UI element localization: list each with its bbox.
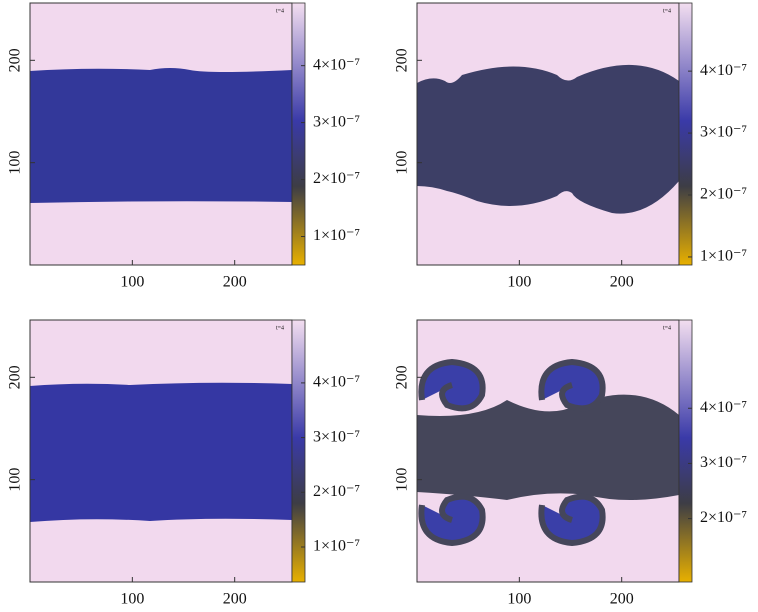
annotation: t=4 [663, 325, 671, 331]
colorbar-tick-label: 4×10⁻⁷ [700, 62, 747, 79]
panel: t=4 100 200 100 200 1×10⁻⁷ 2×10⁻⁷ 3×10⁻⁷ 4×10⁻⁷ [394, 2, 747, 291]
y-tick-label: 100 [394, 468, 411, 492]
dense-region [30, 382, 292, 522]
x-tick-label: 200 [610, 591, 634, 608]
colorbar [678, 2, 693, 266]
colorbar [291, 319, 306, 583]
colorbar-tick-label: 1×10⁻⁷ [313, 227, 360, 244]
dense-region [417, 64, 679, 214]
panel: t=4 100 200 100 200 2×10⁻⁷ 3×10⁻⁷ 4×10⁻⁷ [394, 319, 747, 608]
x-tick-label: 100 [120, 274, 144, 291]
colorbar-tick-label: 2×10⁻⁷ [700, 509, 747, 526]
y-tick-label: 100 [394, 151, 411, 175]
x-tick-label: 200 [223, 591, 247, 608]
colorbar-tick-label: 2×10⁻⁷ [313, 170, 360, 187]
y-tick-label: 100 [7, 468, 24, 492]
panel: t=4 100 200 100 200 1×10⁻⁷ 2×10⁻⁷ 3×10⁻⁷ 4×10⁻⁷ [7, 2, 360, 291]
colorbar-tick-label: 1×10⁻⁷ [700, 248, 747, 265]
colorbar-tick-label: 4×10⁻⁷ [700, 399, 747, 416]
annotation: t=4 [276, 325, 284, 331]
colorbar-tick-label: 2×10⁻⁷ [313, 483, 360, 500]
colorbar-tick-label: 3×10⁻⁷ [700, 454, 747, 471]
annotation: t=4 [663, 8, 671, 14]
y-tick-label: 100 [7, 151, 24, 175]
dense-region [30, 68, 292, 203]
colorbar [678, 319, 693, 583]
vortices [418, 358, 606, 547]
x-tick-label: 100 [507, 591, 531, 608]
colorbar-tick-label: 3×10⁻⁷ [313, 113, 360, 130]
colorbar-tick-label: 2×10⁻⁷ [700, 186, 747, 203]
y-tick-label: 200 [394, 48, 411, 72]
panel: t=4 100 200 100 200 1×10⁻⁷ 2×10⁻⁷ 3×10⁻⁷ 4×10⁻⁷ [7, 319, 360, 608]
x-tick-label: 100 [120, 591, 144, 608]
x-tick-label: 200 [610, 274, 634, 291]
dense-region [417, 394, 679, 500]
y-tick-label: 200 [7, 48, 24, 72]
colorbar-tick-label: 3×10⁻⁷ [313, 428, 360, 445]
y-tick-label: 200 [394, 365, 411, 389]
colorbar [291, 2, 306, 266]
annotation: t=4 [276, 8, 284, 14]
colorbar-tick-label: 4×10⁻⁷ [313, 374, 360, 391]
y-tick-label: 200 [7, 365, 24, 389]
x-tick-label: 100 [507, 274, 531, 291]
colorbar-tick-label: 4×10⁻⁷ [313, 56, 360, 73]
colorbar-tick-label: 3×10⁻⁷ [700, 124, 747, 141]
colorbar-tick-label: 1×10⁻⁷ [313, 538, 360, 555]
x-tick-label: 200 [223, 274, 247, 291]
